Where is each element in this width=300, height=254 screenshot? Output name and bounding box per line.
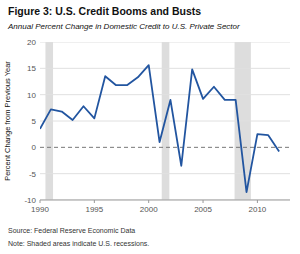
y-tick-label: 20 <box>27 38 36 47</box>
x-tick-label: 2010 <box>248 205 266 214</box>
y-axis-label: Percent Change from Previous Year <box>3 61 12 181</box>
y-tick-label: 5 <box>32 117 37 126</box>
chart: Figure 3: U.S. Credit Booms and Busts Ann… <box>0 0 300 254</box>
grid-line <box>40 94 290 95</box>
y-tick-label: 0 <box>32 143 37 152</box>
x-tick <box>203 200 204 203</box>
grid-line <box>40 173 290 174</box>
title: Figure 3: U.S. Credit Booms and Busts <box>8 5 201 17</box>
x-tick <box>40 200 41 203</box>
y-tick-label: -10 <box>24 196 36 205</box>
x-tick-label: 1995 <box>85 205 103 214</box>
x-axis-line <box>40 200 290 201</box>
data-line <box>40 65 279 192</box>
grid-line <box>40 200 290 201</box>
plot-area <box>40 42 290 200</box>
y-tick-label: 10 <box>27 91 36 100</box>
grid-line <box>40 42 290 43</box>
x-tick <box>94 200 95 203</box>
zero-line <box>40 147 290 148</box>
x-tick <box>257 200 258 203</box>
x-tick <box>148 200 149 203</box>
source: Source: Federal Reserve Economic Data <box>8 227 135 234</box>
grid-line <box>40 68 290 69</box>
x-tick-label: 1990 <box>31 205 49 214</box>
x-tick-label: 2005 <box>194 205 212 214</box>
subtitle: Annual Percent Change in Domestic Credit… <box>7 22 240 31</box>
y-tick-label: 15 <box>27 64 36 73</box>
x-tick-label: 2000 <box>140 205 158 214</box>
y-tick-label: -5 <box>29 170 37 179</box>
note: Note: Shaded areas indicate U.S. recessi… <box>8 240 149 247</box>
